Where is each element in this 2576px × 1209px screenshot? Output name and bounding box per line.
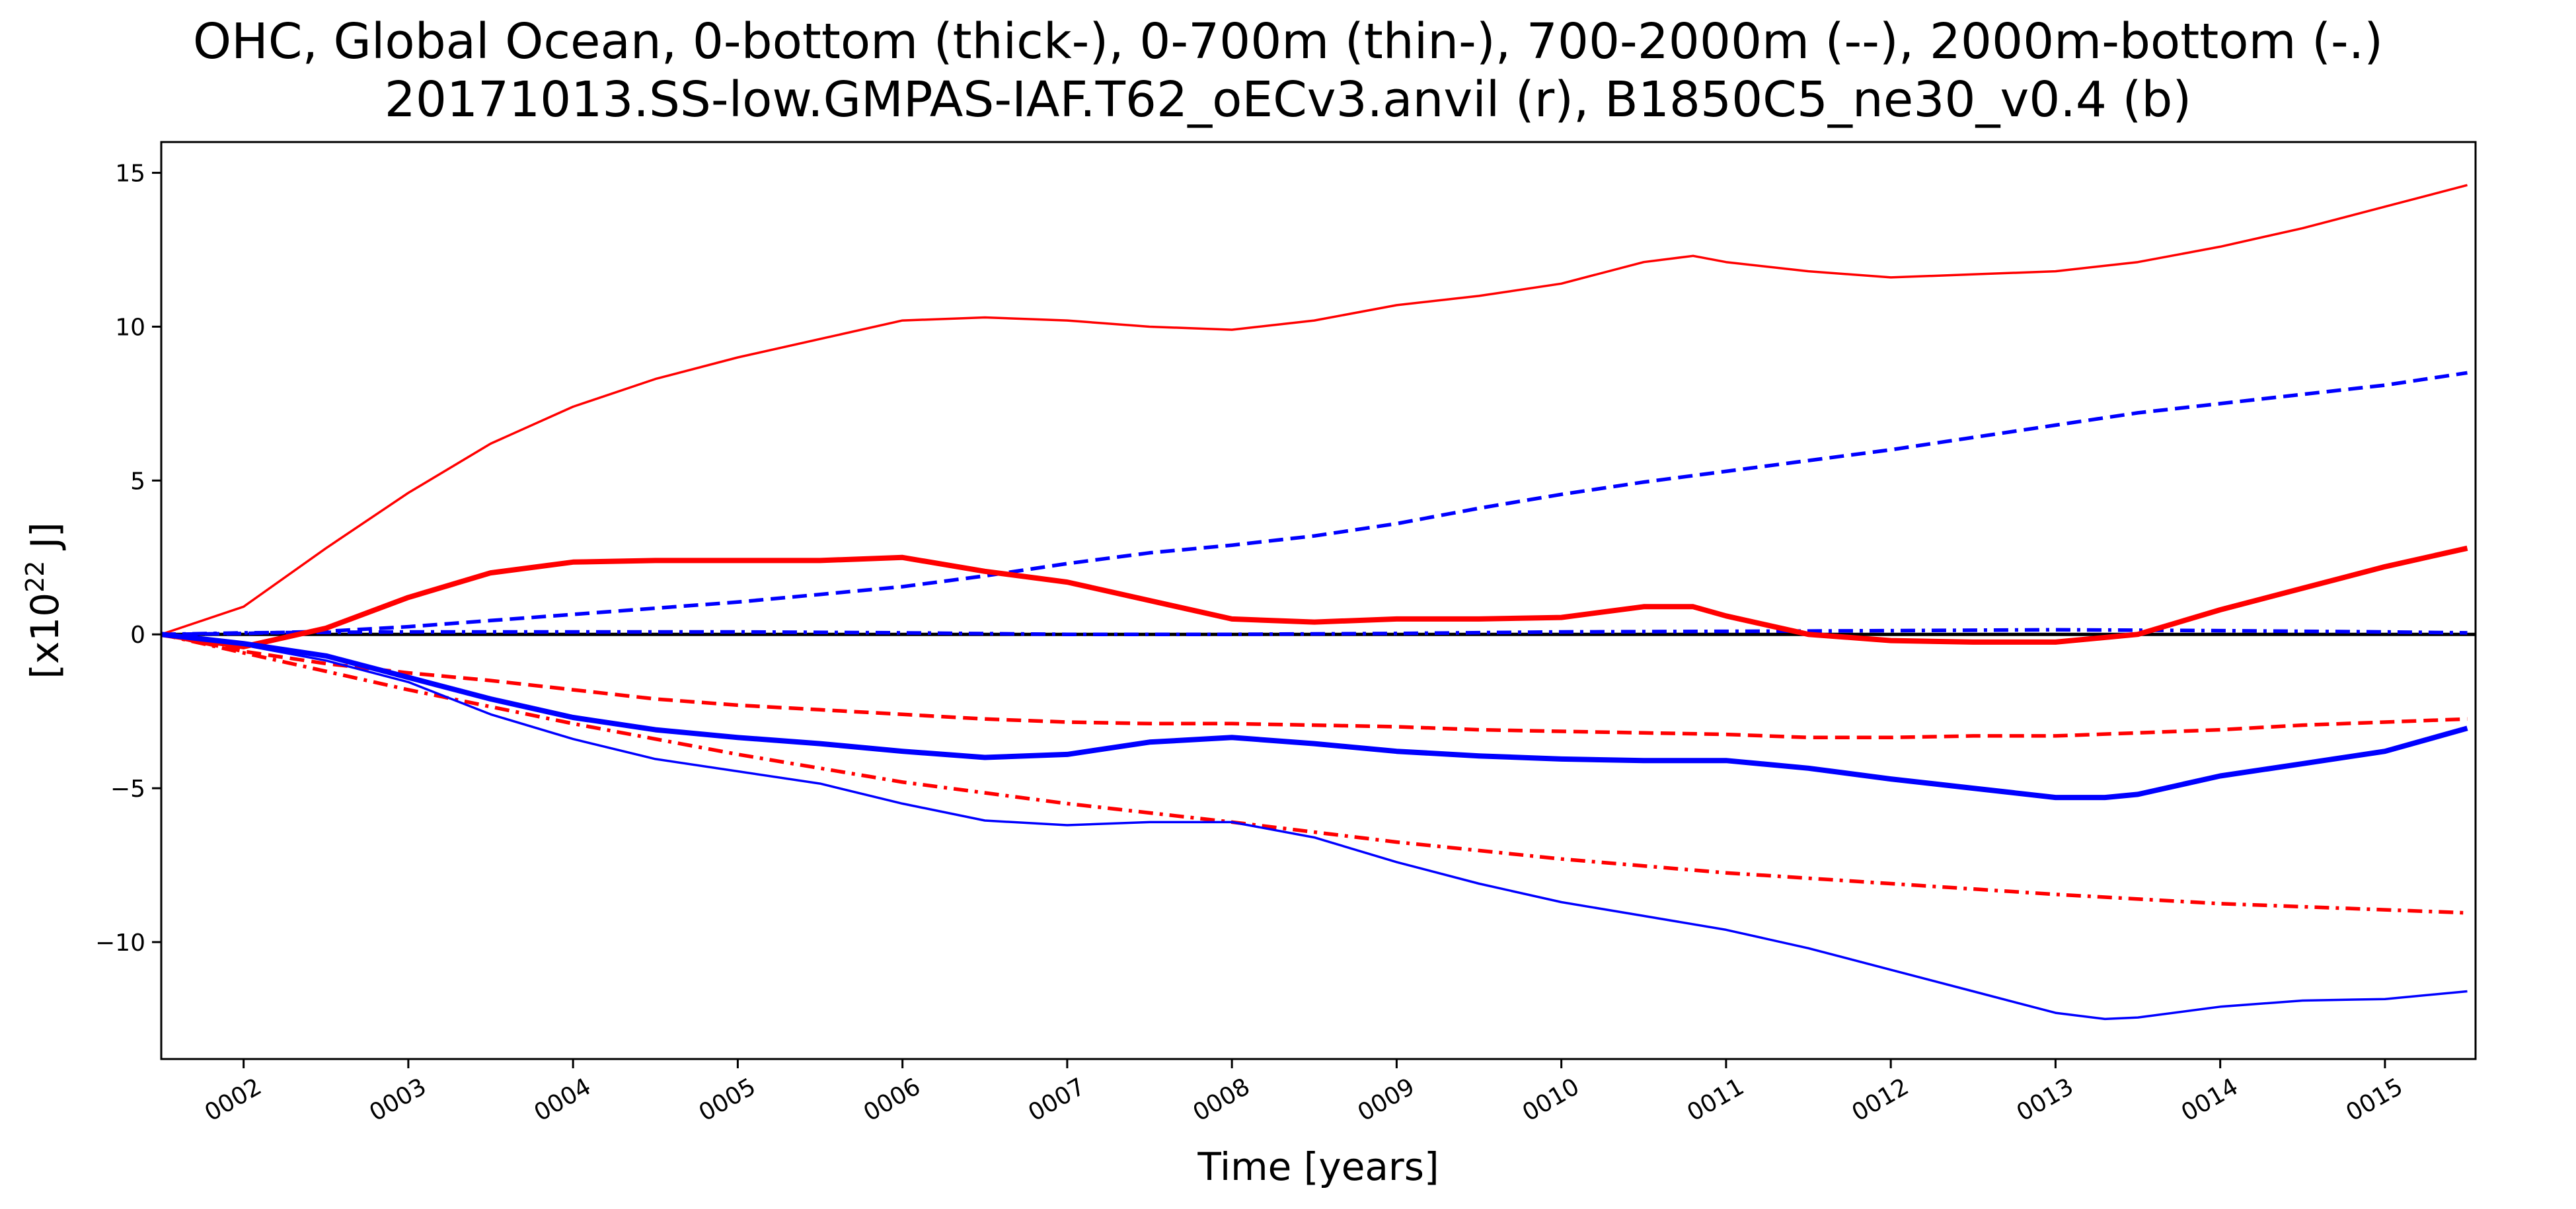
- y-axis-label: [x1022 J]: [20, 522, 67, 678]
- y-axis-label-exponent: 22: [20, 561, 50, 593]
- y-axis-label-suffix: J]: [22, 522, 67, 560]
- x-tick-label: 0003: [365, 1073, 431, 1126]
- x-tick-label: 0015: [2341, 1073, 2407, 1126]
- series-line-blue-thick-solid: [161, 632, 2468, 801]
- x-tick-label: 0008: [1188, 1073, 1254, 1126]
- y-tick-label: −5: [110, 776, 145, 803]
- y-tick-label: 5: [130, 468, 145, 495]
- x-tick-label: 0006: [859, 1073, 925, 1126]
- chart-title: OHC, Global Ocean, 0-bottom (thick-), 0-…: [192, 13, 2384, 70]
- x-tick-label: 0013: [2012, 1073, 2078, 1126]
- y-axis-label-prefix: [x10: [22, 593, 67, 679]
- series-line-blue-dashed: [161, 371, 2468, 636]
- y-tick-label: 0: [130, 622, 145, 649]
- chart-subtitle: 20171013.SS-low.GMPAS-IAF.T62_oECv3.anvi…: [384, 71, 2192, 128]
- x-tick-label: 0004: [529, 1073, 595, 1126]
- x-tick-label: 0002: [200, 1073, 266, 1126]
- series-line-red-thin-solid: [161, 184, 2468, 636]
- x-tick-label: 0012: [1847, 1073, 1913, 1126]
- x-tick-label: 0011: [1683, 1073, 1749, 1126]
- plot-frame: [160, 141, 2477, 1060]
- series-layer: [161, 184, 2476, 1021]
- x-tick-label: 0007: [1024, 1073, 1090, 1126]
- x-tick-label: 0010: [1518, 1073, 1584, 1126]
- y-tick-label: −10: [95, 930, 145, 957]
- series-line-blue-thin-solid: [161, 633, 2468, 1021]
- series-line-red-dashdot: [161, 632, 2468, 915]
- x-tick-label: 0005: [695, 1073, 761, 1126]
- x-axis-label: Time [years]: [1197, 1144, 1439, 1189]
- series-line-red-dashed: [161, 632, 2468, 740]
- x-tick-label: 0009: [1353, 1073, 1420, 1126]
- x-tick-label: 0014: [2177, 1073, 2243, 1126]
- y-tick-label: 15: [115, 161, 145, 188]
- series-line-red-thick-solid: [161, 545, 2468, 649]
- series-line-blue-dashdot: [161, 628, 2468, 636]
- y-tick-label: 10: [115, 314, 145, 341]
